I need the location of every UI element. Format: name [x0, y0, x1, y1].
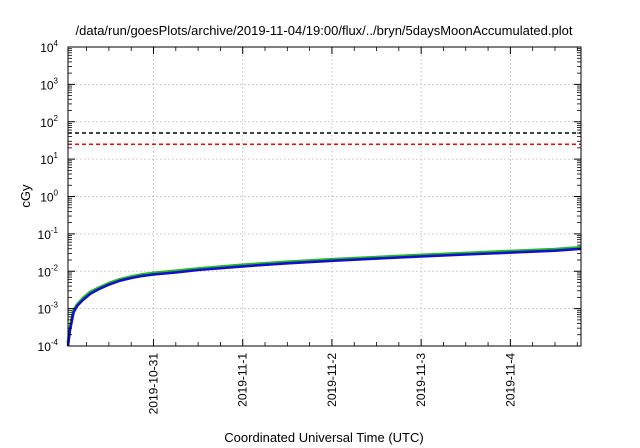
y-tick-label: 102: [40, 114, 58, 130]
y-tick-label: 10-3: [38, 301, 59, 317]
x-tick-label: 2019-11-3: [414, 353, 428, 407]
y-tick-label: 101: [40, 151, 58, 167]
y-tick-labels: 10-4 10-3 10-2 10-1 100 101 102 103 104: [38, 39, 59, 354]
x-tick-label: 2019-10-31: [147, 353, 161, 415]
chart-title: /data/run/goesPlots/archive/2019-11-04/1…: [76, 23, 573, 38]
series-line: [66, 247, 582, 347]
y-tick-label: 10-4: [38, 338, 59, 354]
data-series: [66, 245, 582, 347]
y-axis-label: cGy: [18, 184, 33, 208]
x-tick-label: 2019-11-4: [503, 353, 517, 407]
y-tick-label: 10-2: [38, 263, 59, 279]
x-tick-label: 2019-11-1: [236, 353, 250, 407]
axis-ticks: [68, 46, 581, 347]
y-tick-label: 104: [40, 39, 58, 55]
threshold-lines: [68, 132, 581, 146]
x-tick-label: 2019-11-2: [325, 353, 339, 407]
x-tick-labels: 2019-10-31 2019-11-1 2019-11-2 2019-11-3 201…: [147, 353, 518, 415]
grid: [68, 47, 581, 346]
y-tick-label: 10-1: [38, 226, 59, 242]
x-axis-label: Coordinated Universal Time (UTC): [224, 430, 423, 445]
y-tick-label: 103: [40, 76, 58, 92]
y-tick-label: 100: [40, 189, 58, 205]
